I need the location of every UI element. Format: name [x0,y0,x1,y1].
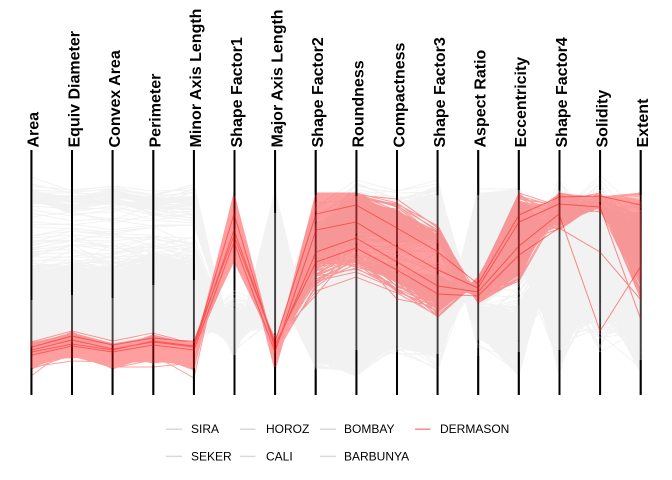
svg-text:Shape Factor1: Shape Factor1 [229,37,246,147]
svg-text:Perimeter: Perimeter [148,74,165,148]
svg-text:Shape Factor4: Shape Factor4 [554,37,571,147]
svg-text:Solidity: Solidity [594,90,611,148]
svg-text:SEKER: SEKER [191,449,232,463]
svg-text:Aspect Ratio: Aspect Ratio [473,49,490,147]
svg-text:DERMASON: DERMASON [440,422,509,436]
svg-text:BOMBAY: BOMBAY [344,422,394,436]
svg-text:SIRA: SIRA [191,422,219,436]
svg-text:HOROZ: HOROZ [266,422,309,436]
svg-text:Minor Axis Length: Minor Axis Length [188,9,205,148]
svg-text:Extent: Extent [635,98,652,148]
svg-text:BARBUNYA: BARBUNYA [344,449,409,463]
svg-text:Equiv Diameter: Equiv Diameter [66,31,83,147]
svg-text:Major Axis Length: Major Axis Length [269,9,286,147]
svg-text:Area: Area [26,112,43,148]
svg-text:Shape Factor3: Shape Factor3 [432,37,449,147]
svg-text:CALI: CALI [266,449,293,463]
svg-text:Roundness: Roundness [351,60,368,147]
svg-text:Shape Factor2: Shape Factor2 [310,37,327,147]
svg-text:Eccentricity: Eccentricity [513,57,530,148]
svg-text:Convex Area: Convex Area [107,50,124,147]
svg-text:Compactness: Compactness [391,42,408,147]
